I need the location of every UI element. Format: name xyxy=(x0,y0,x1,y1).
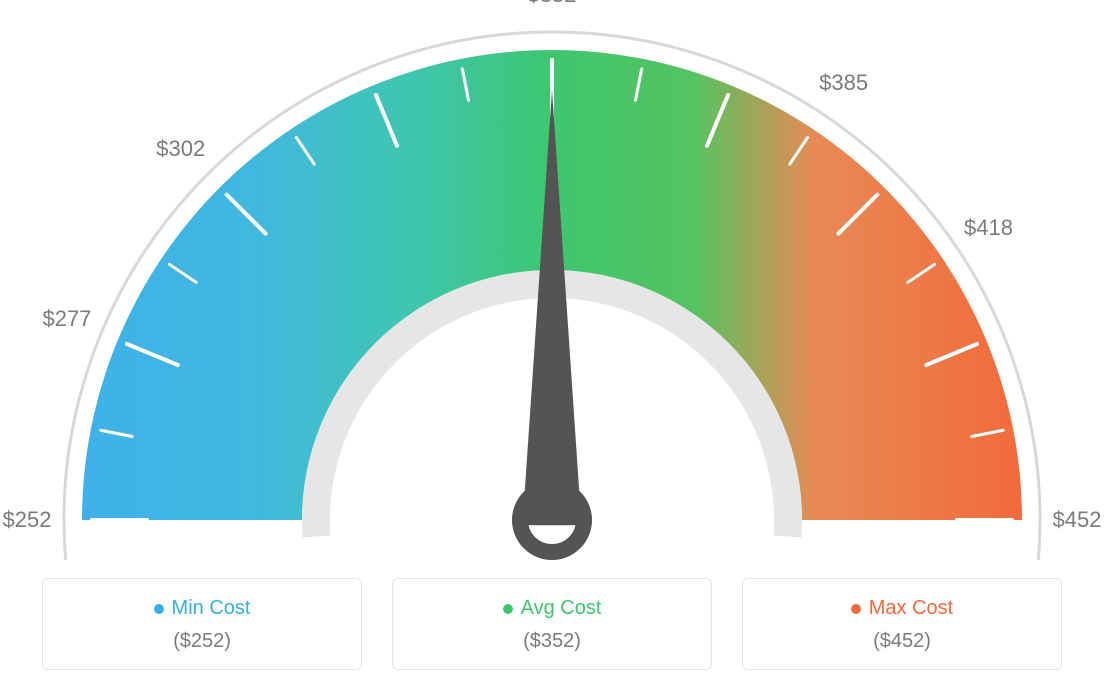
legend-dot-min xyxy=(154,604,164,614)
legend-label-min: Min Cost xyxy=(172,597,251,620)
gauge-tick-label: $352 xyxy=(528,0,577,8)
gauge-svg xyxy=(0,0,1104,560)
legend-dot-max xyxy=(851,604,861,614)
legend-card-avg: Avg Cost ($352) xyxy=(392,578,712,670)
legend-title-min: Min Cost xyxy=(154,597,251,620)
legend-label-max: Max Cost xyxy=(869,597,953,620)
legend-card-max: Max Cost ($452) xyxy=(742,578,1062,670)
legend-value-min: ($252) xyxy=(53,630,351,653)
gauge-tick-label: $418 xyxy=(964,215,1013,241)
legend-card-min: Min Cost ($252) xyxy=(42,578,362,670)
legend-value-avg: ($352) xyxy=(403,630,701,653)
legend-title-avg: Avg Cost xyxy=(503,597,602,620)
legend-label-avg: Avg Cost xyxy=(521,597,602,620)
gauge-tick-label: $385 xyxy=(819,70,868,96)
legend-dot-avg xyxy=(503,604,513,614)
gauge-tick-label: $452 xyxy=(1053,507,1102,533)
gauge-tick-label: $277 xyxy=(42,306,91,332)
legend-value-max: ($452) xyxy=(753,630,1051,653)
gauge-chart: $252 $277 $302 $352 $385 $418 $452 xyxy=(0,0,1104,560)
legend-row: Min Cost ($252) Avg Cost ($352) Max Cost… xyxy=(0,578,1104,670)
gauge-tick-label: $252 xyxy=(3,507,52,533)
gauge-tick-label: $302 xyxy=(156,136,205,162)
legend-title-max: Max Cost xyxy=(851,597,953,620)
